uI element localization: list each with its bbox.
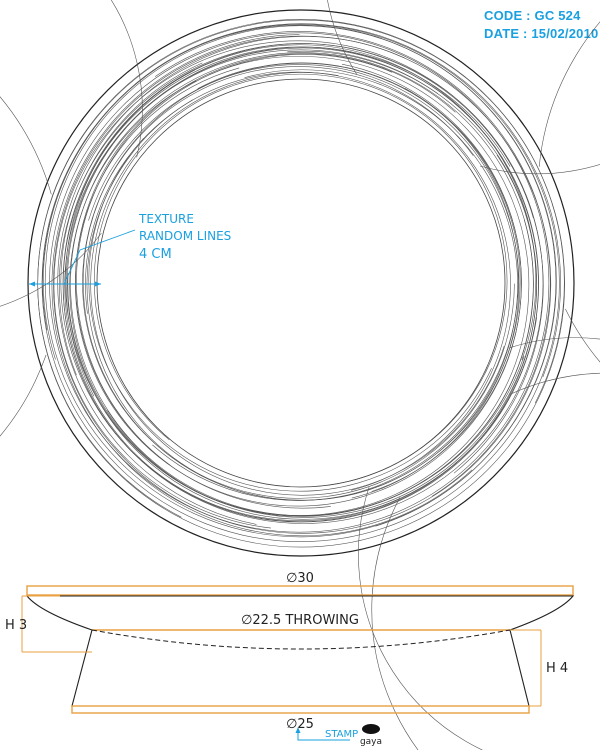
texture-line <box>197 62 522 492</box>
texture-line <box>88 64 520 499</box>
texture-line <box>85 71 511 491</box>
texture-line <box>82 66 515 499</box>
texture-annotation: TEXTURE RANDOM LINES 4 CM <box>29 212 231 287</box>
texture-line <box>42 23 561 378</box>
gaya-logo-icon <box>362 724 380 734</box>
texture-line <box>358 337 600 750</box>
texture-line <box>94 73 508 486</box>
throwing-diameter-label: ∅22.5 THROWING <box>241 613 359 628</box>
texture-line <box>327 0 600 175</box>
stamp-label: STAMP <box>325 729 358 740</box>
texture-width-label: 4 CM <box>139 247 172 262</box>
arrow-head-right <box>95 281 101 287</box>
texture-line <box>82 62 521 501</box>
texture-line <box>88 137 492 492</box>
base-diameter-dimension <box>71 705 530 714</box>
texture-line <box>64 49 537 522</box>
texture-line <box>57 36 405 525</box>
height-left-dimension <box>21 595 92 653</box>
texture-line <box>44 25 557 538</box>
drawing-date: DATE : 15/02/2010 <box>484 26 599 41</box>
random-lines-label: RANDOM LINES <box>139 229 231 243</box>
throwing-dashed-curve <box>91 629 511 650</box>
texture-line <box>67 219 534 517</box>
height-right-dimension <box>510 629 542 707</box>
texture-line <box>538 21 600 363</box>
texture-line <box>65 46 511 397</box>
base-diameter-label: ∅25 <box>286 717 314 732</box>
top-diameter-label: ∅30 <box>286 571 314 586</box>
plate-outer-rim <box>27 9 575 557</box>
texture-leader-line <box>63 229 136 285</box>
stamp-brand: gaya <box>360 737 382 747</box>
texture-line <box>53 35 552 534</box>
foot-ring <box>71 629 530 707</box>
texture-line <box>80 44 537 361</box>
stamp-arrow-head <box>295 727 301 733</box>
texture-line <box>86 69 518 501</box>
plate-side-profile: ∅30 ∅22.5 THROWING ∅25 H 3 H 4 STAMP gay… <box>5 571 575 747</box>
height-left-label: H 3 <box>5 618 27 633</box>
texture-line <box>69 56 530 516</box>
height-right-label: H 4 <box>546 661 568 676</box>
stamp-leader <box>297 730 350 741</box>
texture-label: TEXTURE <box>138 212 194 226</box>
texture-line <box>371 372 600 750</box>
plate-inner-well <box>96 78 506 488</box>
arrow-head-left <box>29 281 35 287</box>
texture-line <box>65 69 525 517</box>
texture-line <box>53 40 534 529</box>
texture-line <box>75 53 456 509</box>
texture-line <box>58 43 544 474</box>
top-diameter-dimension <box>26 585 574 596</box>
texture-line <box>154 31 551 497</box>
texture-line <box>49 32 550 533</box>
texture-line <box>152 88 519 501</box>
texture-line <box>37 19 566 548</box>
texture-line <box>51 34 473 537</box>
product-code: CODE : GC 524 <box>484 8 581 23</box>
texture-line <box>90 72 505 496</box>
texture-line <box>41 23 560 543</box>
texture-line <box>76 54 393 466</box>
